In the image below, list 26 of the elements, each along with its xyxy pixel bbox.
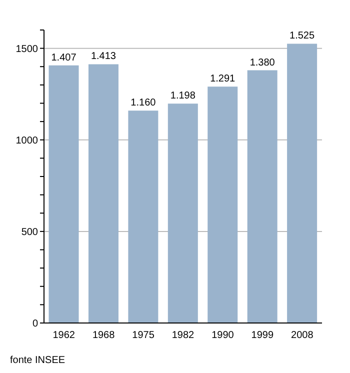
source-note: fonte INSEE	[10, 355, 66, 366]
bar	[128, 110, 158, 323]
x-tick-label: 1990	[212, 330, 234, 342]
y-tick-label: 500	[21, 226, 38, 238]
x-tick-label: 1982	[172, 330, 195, 342]
y-tick-label: 1000	[16, 135, 38, 146]
y-tick-label: 0	[32, 318, 38, 330]
bar	[168, 104, 198, 323]
data-label: 1.380	[250, 57, 276, 68]
data-label: 1.291	[210, 74, 236, 85]
data-label: 1.525	[290, 30, 315, 42]
x-tick-label: 1962	[52, 330, 76, 342]
x-tick-label: 1999	[251, 330, 274, 342]
data-label: 1.198	[170, 90, 196, 102]
bar	[247, 70, 278, 323]
bar	[208, 86, 238, 323]
x-tick-label: 2008	[291, 330, 314, 342]
bar	[48, 65, 79, 323]
bar	[287, 44, 318, 323]
x-tick-label: 1975	[132, 330, 155, 342]
y-tick-label: 1500	[16, 44, 38, 55]
data-label: 1.407	[51, 52, 77, 64]
data-label: 1.160	[130, 98, 156, 109]
x-tick-label: 1968	[92, 330, 116, 342]
data-label: 1.413	[90, 51, 116, 62]
bar	[88, 64, 118, 323]
